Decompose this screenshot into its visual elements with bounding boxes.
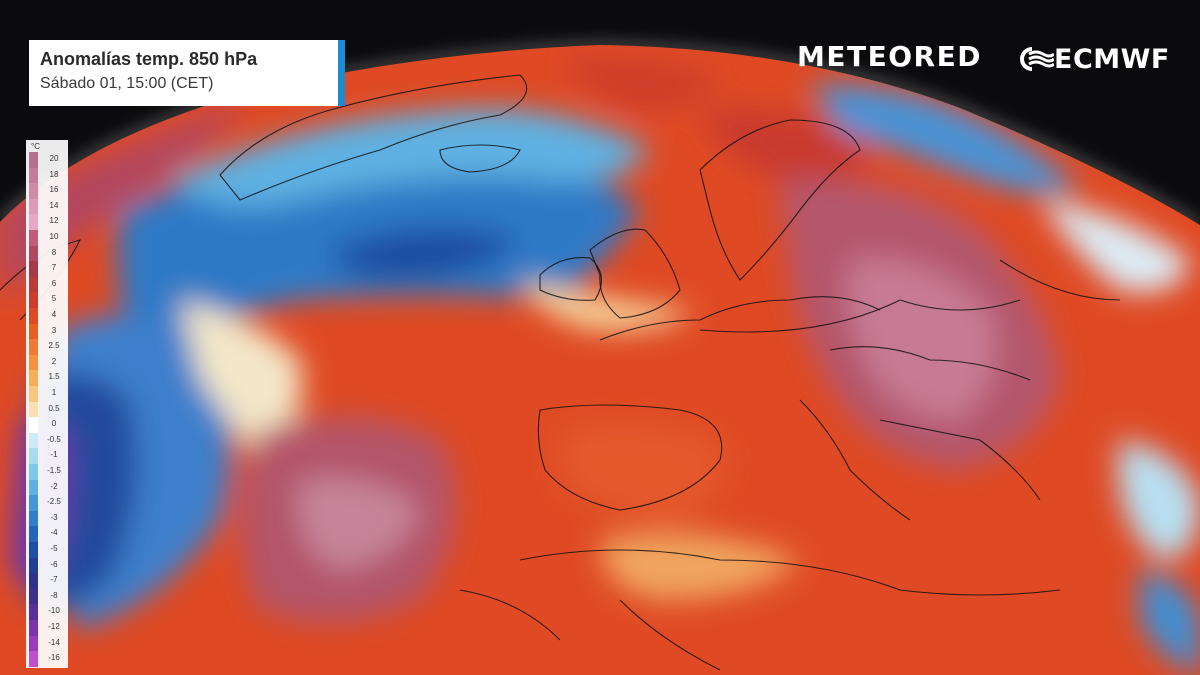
legend-label: 3 <box>51 325 57 335</box>
legend-label: 2 <box>51 356 57 366</box>
legend-swatch <box>29 588 38 605</box>
legend-swatch <box>29 635 38 652</box>
legend-swatch <box>29 323 38 340</box>
legend-swatch <box>29 183 38 199</box>
legend-label: -7 <box>50 575 58 585</box>
legend-swatch <box>29 339 38 355</box>
legend-swatch <box>29 292 38 308</box>
legend-swatch <box>29 386 38 402</box>
legend-label: 18 <box>49 169 59 179</box>
legend-label: -12 <box>48 622 60 631</box>
legend-label: 1 <box>51 388 57 397</box>
legend-swatch <box>29 573 38 589</box>
legend-swatch <box>29 557 38 574</box>
legend-swatch <box>29 464 38 480</box>
legend-swatch <box>29 370 38 386</box>
legend-label: 16 <box>49 185 59 195</box>
legend-label: -2 <box>50 481 58 491</box>
legend-swatch <box>29 604 38 620</box>
legend-swatch <box>29 401 38 418</box>
legend-label: -1 <box>50 450 58 460</box>
legend-label: 4 <box>51 310 57 319</box>
legend-label: -6 <box>50 559 58 569</box>
legend-label: 2.5 <box>48 341 60 351</box>
legend-label: 20 <box>49 154 59 163</box>
legend-label: -3 <box>50 512 58 522</box>
legend-label: 5 <box>51 294 57 304</box>
legend-label: 1.5 <box>48 372 60 382</box>
legend-label: -10 <box>48 606 60 616</box>
legend-swatch <box>29 152 38 168</box>
legend-label: -16 <box>48 653 60 663</box>
legend-label: -0.5 <box>47 434 61 444</box>
legend-swatch <box>29 198 38 215</box>
legend-swatch <box>29 526 38 542</box>
legend-label: -1.5 <box>47 466 61 475</box>
legend-label: 7 <box>51 263 57 273</box>
legend-label: 0.5 <box>48 403 60 413</box>
legend-swatch <box>29 620 38 636</box>
legend-swatch <box>29 245 38 262</box>
legend-swatch <box>29 230 38 246</box>
legend-swatch <box>29 542 38 558</box>
legend-swatch <box>29 167 38 184</box>
legend-label: -4 <box>50 528 58 538</box>
ecmwf-logo-icon <box>1020 47 1054 71</box>
legend-swatch <box>29 308 38 324</box>
legend-swatch <box>29 510 38 527</box>
legend-swatch <box>29 432 38 449</box>
legend-swatch <box>29 651 38 667</box>
legend-label: -14 <box>48 637 60 647</box>
legend-label: -8 <box>50 590 58 600</box>
legend-label: -2.5 <box>47 497 61 507</box>
legend-label: 10 <box>49 232 59 241</box>
color-legend: °C 20 18 16 14 12 10 8 7 6 5 4 3 2.5 2 1.5 1 0.5 0 -0.5 -1 -… <box>26 140 68 668</box>
legend-swatch <box>29 354 38 371</box>
legend-swatch <box>29 214 38 230</box>
legend-label: 8 <box>51 247 57 257</box>
legend-unit: °C <box>31 142 40 151</box>
legend-label: 6 <box>51 278 57 288</box>
meteored-logo: METEORED <box>797 40 982 73</box>
legend-swatch <box>29 448 38 464</box>
map-title-box: Anomalías temp. 850 hPa Sábado 01, 15:00… <box>29 40 345 106</box>
map-title: Anomalías temp. 850 hPa <box>40 49 258 69</box>
legend-label: 0 <box>51 419 57 429</box>
legend-swatch <box>29 495 38 511</box>
legend-swatch <box>29 417 38 433</box>
map-timestamp: Sábado 01, 15:00 (CET) <box>40 75 214 92</box>
legend-label: 12 <box>49 216 59 226</box>
legend-label: 14 <box>49 200 59 210</box>
legend-swatch <box>29 261 38 277</box>
legend-swatch <box>29 479 38 496</box>
ecmwf-logo: ECMWF <box>1018 42 1170 76</box>
legend-label: -5 <box>50 544 58 553</box>
ecmwf-text: ECMWF <box>1054 43 1170 75</box>
legend-swatch <box>29 276 38 293</box>
